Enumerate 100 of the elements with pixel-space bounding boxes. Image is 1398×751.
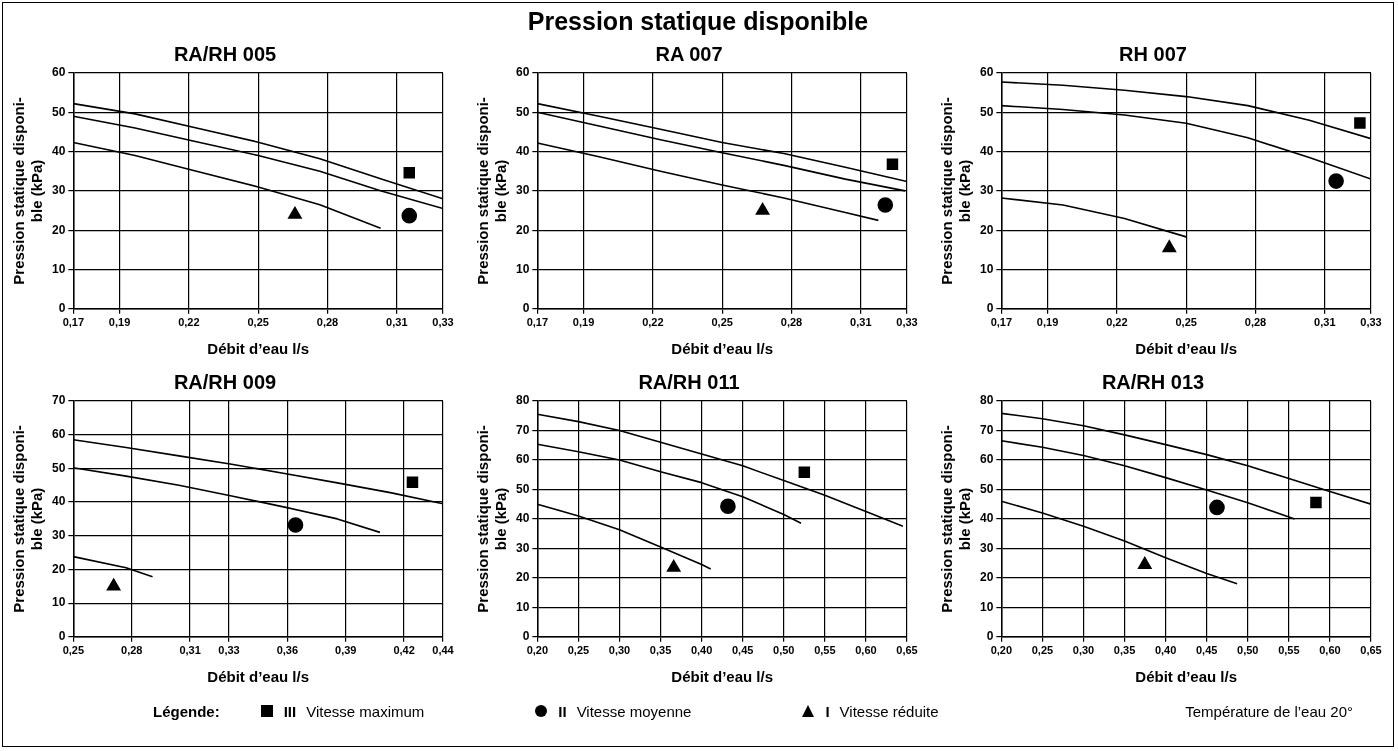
point <box>406 476 419 488</box>
x-axis-title: Débit d’eau l/s <box>207 668 310 686</box>
legend-label: II Vitesse moyenne <box>558 702 692 720</box>
y-tick-label: 0 <box>58 301 66 316</box>
point <box>401 207 418 224</box>
x-tick-label: 0,42 <box>393 644 415 657</box>
x-tick-label: 0,19 <box>108 316 131 329</box>
y-tick-label: 40 <box>979 511 994 526</box>
x-tick-label: 0,31 <box>386 316 408 329</box>
point <box>755 202 770 215</box>
point <box>1328 173 1344 189</box>
x-tick-label: 0,39 <box>335 644 357 657</box>
x-tick-label: 0,19 <box>572 316 595 329</box>
x-tick-label: 0,50 <box>1237 644 1259 657</box>
chart-title: RA/RH 009 <box>173 370 277 393</box>
y-tick-label: 60 <box>515 65 530 80</box>
y-tick-label: 0 <box>522 301 530 316</box>
point <box>886 158 899 170</box>
x-axis-title: Débit d’eau l/s <box>207 340 310 358</box>
text: Température de l’eau 20° <box>1185 702 1353 720</box>
x-tick-label: 0,30 <box>1072 644 1095 657</box>
x-tick-label: 0,17 <box>526 316 549 329</box>
x-tick-label: 0,28 <box>780 316 803 329</box>
y-axis-title: Pression statique disponi- ble (kPa) <box>10 425 46 613</box>
point <box>288 206 302 219</box>
x-tick-label: 0,28 <box>316 316 339 329</box>
legend-label: III Vitesse maximum <box>283 702 425 720</box>
y-tick-label: 30 <box>515 183 530 198</box>
x-tick-label: 0,28 <box>121 644 143 657</box>
x-tick-label: 0,65 <box>896 644 918 657</box>
y-tick-label: 0 <box>522 629 530 644</box>
x-tick-label: 0,28 <box>1244 316 1267 329</box>
chart-title: RA 007 <box>655 42 723 65</box>
x-tick-label: 0,45 <box>732 644 754 657</box>
y-axis-title: Pression statique disponi- ble (kPa) <box>474 425 510 613</box>
x-tick-label: 0,55 <box>814 644 836 657</box>
y-tick-label: 10 <box>979 261 994 276</box>
x-tick-label: 0,31 <box>850 316 872 329</box>
x-tick-label: 0,20 <box>990 644 1013 657</box>
y-tick-label: 60 <box>979 452 994 467</box>
x-tick-label: 0,22 <box>178 316 200 329</box>
x-tick-label: 0,65 <box>1360 644 1382 657</box>
x-tick-label: 0,25 <box>1031 644 1054 657</box>
y-tick-label: 80 <box>515 393 530 408</box>
y-tick-label: 20 <box>979 570 994 585</box>
x-tick-label: 0,50 <box>773 644 795 657</box>
x-tick-label: 0,17 <box>990 316 1013 329</box>
point <box>287 517 304 533</box>
x-axis-title: Débit d’eau l/s <box>1135 340 1238 358</box>
y-tick-label: 20 <box>51 222 66 237</box>
x-tick-label: 0,25 <box>1175 316 1197 329</box>
y-tick-label: 50 <box>51 460 66 475</box>
x-tick-label: 0,40 <box>690 644 713 657</box>
y-tick-label: 50 <box>51 104 66 119</box>
y-tick-label: 60 <box>51 65 66 80</box>
text: Pression statique disponible <box>527 7 869 35</box>
y-tick-label: 50 <box>979 481 994 496</box>
x-tick-label: 0,33 <box>1360 316 1382 329</box>
y-tick-label: 10 <box>979 599 994 614</box>
y-tick-label: 50 <box>979 104 994 119</box>
y-axis-title: Pression statique disponi- ble (kPa) <box>938 97 974 285</box>
y-axis-title: Pression statique disponi- ble (kPa) <box>474 97 510 285</box>
y-tick-label: 60 <box>515 452 530 467</box>
chart-title: RA/RH 005 <box>173 42 277 65</box>
y-tick-label: 30 <box>979 183 994 198</box>
y-tick-label: 30 <box>515 540 530 555</box>
y-tick-label: 50 <box>515 481 530 496</box>
y-tick-label: 80 <box>979 393 994 408</box>
x-axis-title: Débit d’eau l/s <box>1135 668 1238 686</box>
y-tick-label: 70 <box>515 422 530 437</box>
y-tick-label: 0 <box>986 629 994 644</box>
x-tick-label: 0,25 <box>711 316 733 329</box>
legend-label: I Vitesse réduite <box>825 702 939 720</box>
x-tick-label: 0,60 <box>1319 644 1341 657</box>
x-tick-label: 0,60 <box>855 644 877 657</box>
y-tick-label: 0 <box>986 301 994 316</box>
y-tick-label: 30 <box>51 183 66 198</box>
y-tick-label: 20 <box>51 561 66 576</box>
y-tick-label: 20 <box>979 222 994 237</box>
chart-title: RA/RH 011 <box>638 370 740 393</box>
y-tick-label: 10 <box>51 261 66 276</box>
x-tick-label: 0,44 <box>432 644 455 657</box>
y-tick-label: 30 <box>51 528 66 543</box>
y-tick-label: 40 <box>51 494 66 509</box>
y-tick-label: 50 <box>515 104 530 119</box>
x-tick-label: 0,33 <box>218 644 240 657</box>
x-tick-label: 0,31 <box>179 644 201 657</box>
y-tick-label: 20 <box>515 222 530 237</box>
point <box>403 167 416 179</box>
legend-title: Légende: <box>153 702 220 720</box>
chart-title: RH 007 <box>1119 42 1187 65</box>
x-axis-title: Débit d’eau l/s <box>671 340 774 358</box>
y-tick-label: 40 <box>515 143 530 158</box>
x-tick-label: 0,25 <box>567 644 590 657</box>
y-axis-title: Pression statique disponi- ble (kPa) <box>938 425 974 613</box>
x-tick-label: 0,35 <box>1113 644 1136 657</box>
y-tick-label: 30 <box>979 540 994 555</box>
x-tick-label: 0,33 <box>896 316 918 329</box>
x-tick-label: 0,19 <box>1036 316 1059 329</box>
point <box>1354 117 1366 129</box>
